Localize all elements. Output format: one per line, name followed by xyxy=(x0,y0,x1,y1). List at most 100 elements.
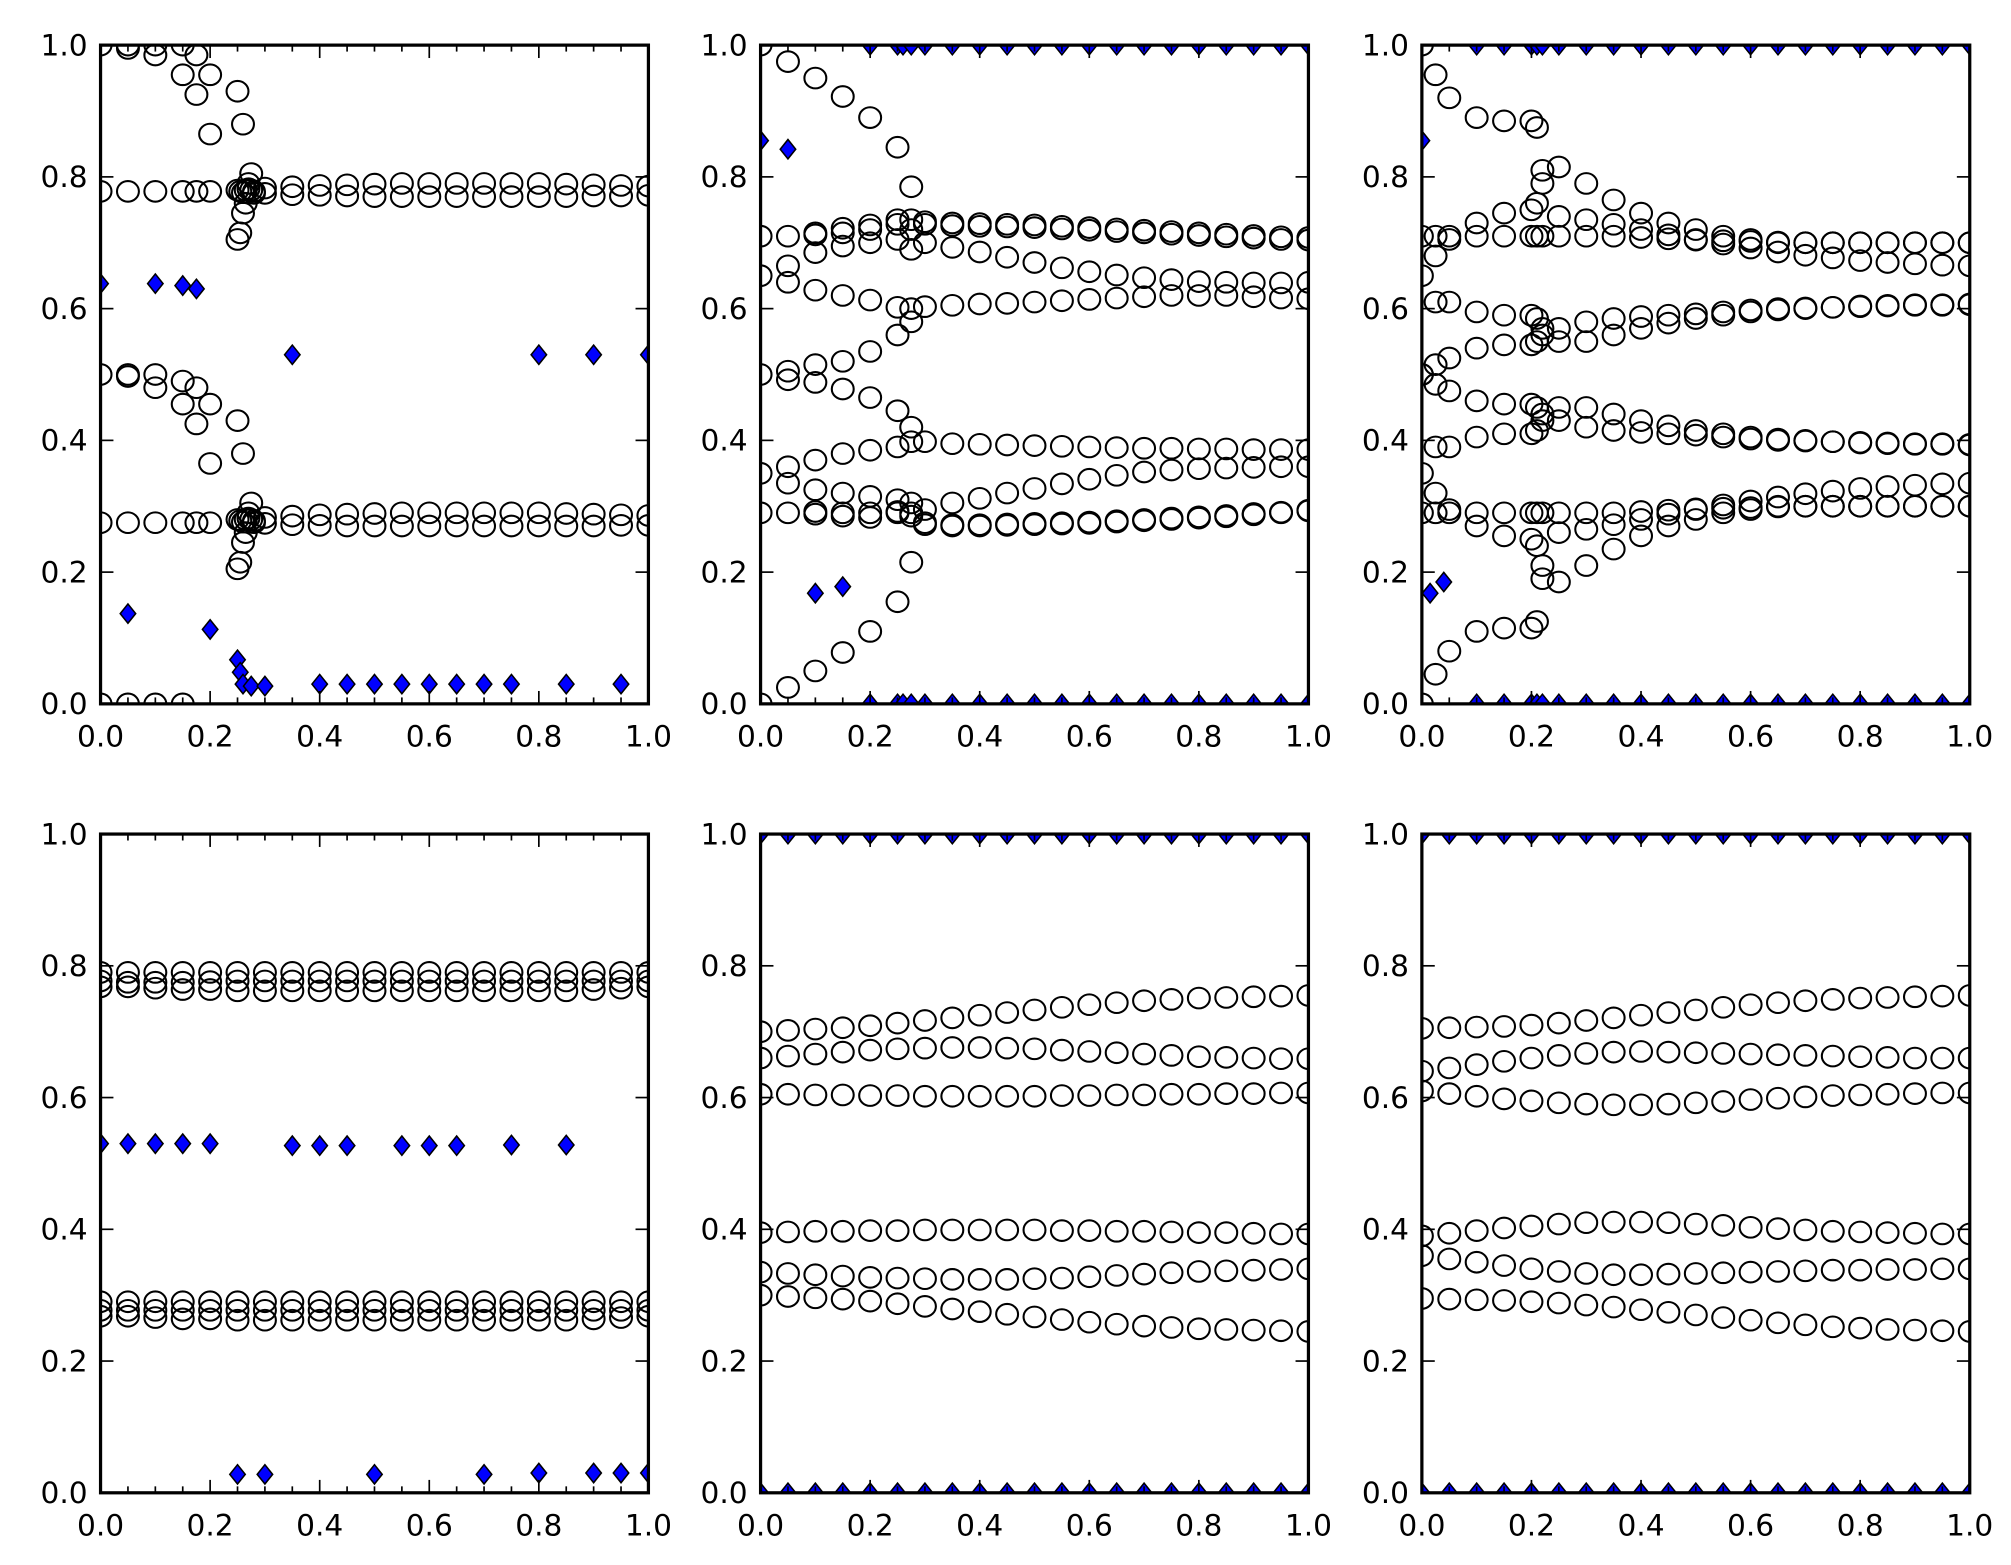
circle-point xyxy=(967,1084,992,1108)
circle-point xyxy=(760,1221,773,1244)
circle-point xyxy=(1683,423,1708,447)
circle-point xyxy=(1902,293,1927,317)
diamond-point xyxy=(584,1462,603,1484)
circle-point xyxy=(100,975,113,999)
circle-point xyxy=(636,183,649,207)
circle-point xyxy=(280,969,305,993)
x-tick-label: 0.4 xyxy=(956,1507,1003,1542)
circle-point xyxy=(1738,1215,1763,1239)
circle-point xyxy=(803,448,828,472)
circle-point xyxy=(1214,1259,1239,1283)
diamond-point xyxy=(584,343,603,366)
circle-point xyxy=(609,961,634,984)
circle-point xyxy=(1214,284,1239,307)
circle-point xyxy=(100,1290,113,1314)
circle-point xyxy=(198,63,223,87)
circle-point xyxy=(143,376,168,400)
circle-point xyxy=(830,284,855,307)
circle-point xyxy=(389,172,414,195)
circle-point xyxy=(1820,231,1845,255)
circle-point xyxy=(1269,286,1294,310)
circle-point xyxy=(389,1308,414,1332)
circle-point xyxy=(1132,436,1157,460)
circle-point xyxy=(1629,524,1654,548)
circle-point xyxy=(1793,989,1818,1013)
circle-point xyxy=(967,292,992,316)
circle-point xyxy=(1902,231,1927,255)
circle-point xyxy=(362,502,387,525)
circle-point xyxy=(1492,1289,1517,1312)
circle-point xyxy=(417,185,442,208)
circle-point xyxy=(335,1308,360,1332)
y-tick-label: 0.2 xyxy=(1362,554,1409,589)
circle-point xyxy=(1492,224,1517,248)
circle-point xyxy=(1683,228,1708,252)
circle-point xyxy=(1437,228,1462,251)
circle-point xyxy=(499,969,524,993)
circle-point xyxy=(1022,1084,1047,1108)
circle-point xyxy=(899,550,924,574)
circle-point xyxy=(280,1290,305,1314)
circle-point xyxy=(1574,1262,1599,1285)
circle-point xyxy=(830,1219,855,1243)
diamond-point xyxy=(393,673,411,696)
circle-point xyxy=(1296,1257,1309,1281)
circle-point xyxy=(581,961,606,984)
y-tick-label: 0.4 xyxy=(41,423,88,458)
circle-point xyxy=(1049,995,1074,1019)
y-tick-label: 0.8 xyxy=(701,159,748,194)
y-tick-label: 0.4 xyxy=(701,423,748,458)
y-tick-label: 0.8 xyxy=(701,948,748,983)
circle-point xyxy=(1793,429,1818,453)
circle-point xyxy=(417,961,442,984)
circle-point xyxy=(1820,1258,1845,1282)
circle-point xyxy=(241,182,266,205)
circle-point xyxy=(1132,1042,1157,1066)
circle-point xyxy=(1492,524,1517,548)
circle-point xyxy=(1464,389,1489,413)
circle-point xyxy=(1296,984,1309,1007)
circle-point xyxy=(526,172,551,195)
circle-point xyxy=(554,172,579,196)
x-tick-label: 1.0 xyxy=(1946,1507,1993,1542)
circle-point xyxy=(1656,1211,1681,1235)
circle-point xyxy=(581,502,606,526)
diamond-point xyxy=(1533,692,1552,704)
circle-point xyxy=(940,1268,965,1291)
y-tick-label: 1.0 xyxy=(701,816,748,851)
circle-point xyxy=(1629,1003,1654,1027)
circle-point xyxy=(1132,1219,1157,1243)
circle-point xyxy=(1546,1091,1571,1115)
subplot-3: 0.0 0.2 0.4 0.6 0.8 1.0 0.0 0.2 0.4 0.6 0.8 1.0 xyxy=(1362,27,1993,753)
circle-point xyxy=(100,180,113,203)
circle-point xyxy=(1629,305,1654,328)
circle-point xyxy=(1241,1221,1266,1245)
circle-point xyxy=(1738,1260,1763,1284)
circle-point xyxy=(803,1286,828,1310)
axes-background xyxy=(760,45,1309,704)
circle-point xyxy=(1957,494,1970,518)
circle-point xyxy=(967,1268,992,1291)
circle-point xyxy=(362,969,387,993)
circle-point xyxy=(1492,616,1517,640)
circle-point xyxy=(1049,217,1074,241)
circle-point xyxy=(760,1260,773,1284)
x-tick-label: 0.2 xyxy=(187,718,234,753)
circle-point xyxy=(636,1290,649,1314)
circle-point xyxy=(143,961,168,984)
circle-point xyxy=(1437,639,1462,663)
circle-point xyxy=(1793,243,1818,267)
circle-point xyxy=(912,511,937,535)
circle-point xyxy=(170,1298,195,1322)
circle-point xyxy=(526,501,551,525)
circle-point xyxy=(1601,307,1626,330)
circle-point xyxy=(417,969,442,993)
circle-point xyxy=(1437,1082,1462,1105)
diamond-point xyxy=(420,1134,438,1157)
circle-point xyxy=(1629,1210,1654,1234)
circle-point xyxy=(115,975,140,999)
circle-point xyxy=(1601,188,1626,212)
circle-point xyxy=(1738,298,1763,322)
circle-point xyxy=(1738,1308,1763,1332)
diamond-point xyxy=(834,575,852,598)
